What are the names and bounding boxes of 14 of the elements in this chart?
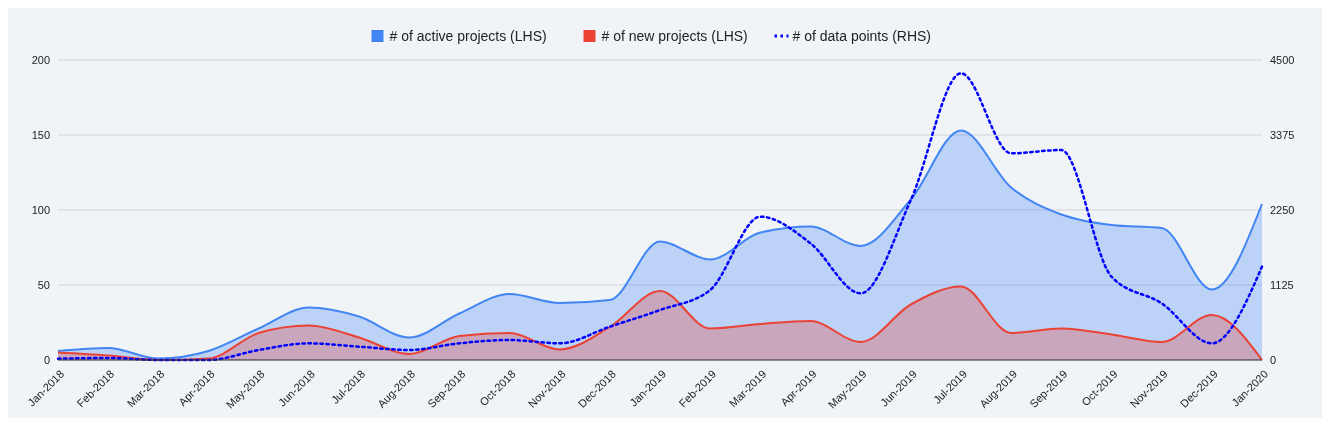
y2-tick-label: 3375 <box>1270 128 1295 141</box>
line-series <box>56 72 1264 362</box>
y-tick-label: 200 <box>31 53 50 66</box>
y2-tick-label: 0 <box>1270 353 1277 366</box>
legend-label: # of new projects (LHS) <box>601 27 748 44</box>
y2-tick-label: 4500 <box>1270 53 1295 66</box>
y-tick-label: 50 <box>37 278 50 291</box>
legend-label: # of data points (RHS) <box>792 27 932 44</box>
legend-label: # of active projects (LHS) <box>389 27 547 44</box>
y2-tick-label: 1125 <box>1270 278 1294 291</box>
y-tick-label: 150 <box>31 128 50 141</box>
y-tick-label: 100 <box>31 203 50 216</box>
y-tick-label: 0 <box>43 353 50 366</box>
y2-tick-label: 2250 <box>1270 203 1295 216</box>
